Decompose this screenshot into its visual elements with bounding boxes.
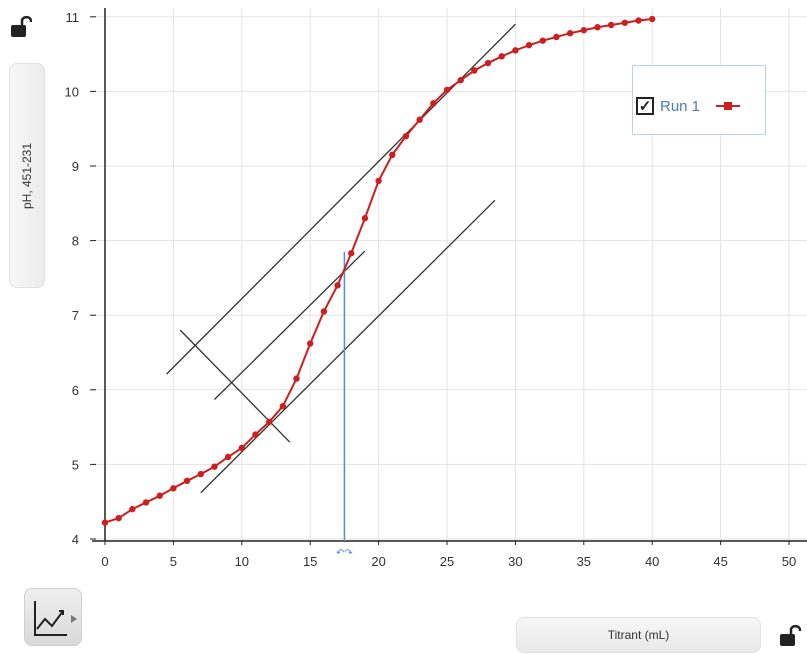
y-axis-selector-button[interactable]: pH, 451-231 [9,63,45,288]
x-tick-label-30: 30 [508,554,522,569]
legend-swatch-icon [716,99,741,113]
series-run-1 [101,15,656,526]
data-point-2 [129,505,136,513]
x-tick-label-5: 5 [170,554,177,569]
x-tick-label-50: 50 [782,554,796,569]
data-point-34 [566,30,574,37]
data-point-16 [320,308,328,315]
legend-item-run-1[interactable]: ✓ Run 1 [636,97,741,115]
data-point-23 [416,116,423,123]
marker-handle-icon: ↶↷ [336,548,353,559]
graph-tools-button[interactable] [24,588,82,646]
data-point-9 [224,453,232,461]
y-axis-label: pH, 451-231 [20,142,34,209]
data-point-12 [265,418,273,426]
data-point-20 [375,177,382,185]
data-point-8 [211,463,218,470]
data-point-40 [649,15,656,23]
data-point-15 [307,340,314,347]
data-point-38 [621,19,629,26]
data-point-39 [635,17,642,24]
data-point-27 [471,67,478,74]
graph-icon [34,601,77,636]
data-point-30 [512,47,519,54]
data-point-11 [252,431,259,438]
data-point-21 [389,151,396,159]
data-point-25 [443,86,451,94]
data-point-26 [457,77,464,84]
y-axis-unlock-icon[interactable] [10,14,33,40]
data-point-6 [183,477,191,485]
tangent-line-4 [179,329,291,443]
data-point-0 [101,519,109,526]
chart-axes [90,8,807,545]
data-point-32 [539,37,546,44]
tangent-line-2 [213,250,366,400]
legend: ✓ Run 1 [632,65,766,135]
data-point-19 [361,215,369,222]
tangent-lines: ↶↷ [166,23,516,559]
x-tick-label-40: 40 [645,554,659,569]
data-point-7 [197,470,204,478]
data-point-35 [580,27,587,34]
tangent-line-3 [200,199,496,494]
x-axis-selector-button[interactable]: Titrant (mL) [516,617,761,653]
data-point-28 [484,59,492,67]
data-point-29 [498,53,505,60]
y-tick-label-7: 7 [72,308,79,323]
y-tick-label-8: 8 [72,234,79,249]
data-point-22 [402,132,410,140]
y-tick-label-6: 6 [72,383,79,398]
data-point-17 [334,282,341,289]
data-point-3 [142,499,150,506]
y-tick-label-5: 5 [72,457,79,472]
y-tick-label-4: 4 [72,532,79,547]
legend-checkbox[interactable]: ✓ [636,97,654,115]
x-tick-label-20: 20 [371,554,385,569]
x-tick-label-0: 0 [101,554,108,569]
x-axis-unlock-icon[interactable] [779,623,802,649]
x-axis-label: Titrant (mL) [607,628,670,642]
tangent-line-1 [166,23,516,375]
x-tick-label-25: 25 [440,554,454,569]
y-tick-label-9: 9 [72,159,79,174]
data-point-37 [607,21,615,29]
data-point-31 [525,41,533,49]
data-point-36 [594,24,601,31]
data-point-33 [553,33,560,41]
data-point-1 [115,514,122,522]
data-point-24 [430,100,437,107]
data-point-13 [279,403,287,410]
x-tick-label-45: 45 [713,554,727,569]
data-point-5 [170,485,177,492]
x-tick-label-35: 35 [577,554,591,569]
x-tick-label-15: 15 [303,554,317,569]
data-point-18 [348,250,355,257]
legend-label: Run 1 [660,97,701,115]
data-point-14 [293,375,300,382]
y-tick-label-11: 11 [66,10,80,25]
data-point-4 [156,492,163,499]
data-point-10 [238,444,245,452]
x-tick-label-10: 10 [235,554,249,569]
y-tick-label-10: 10 [65,84,79,99]
